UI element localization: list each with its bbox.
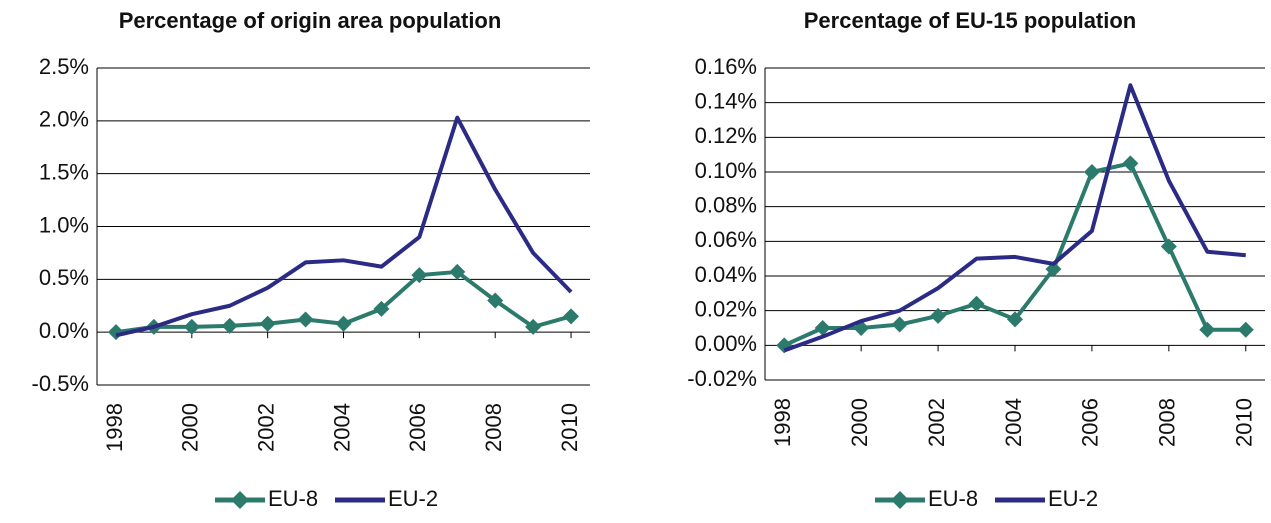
point-marker [525,318,542,335]
point-marker [335,315,352,332]
legend-label: EU-8 [928,486,978,511]
y-tick-label: 0.08% [695,192,757,217]
point-marker [1199,321,1216,338]
legend-item: EU-2 [995,486,1098,511]
legend-label: EU-8 [268,486,318,511]
legend-marker [231,491,249,509]
x-tick-label: 2004 [1001,398,1026,447]
point-marker [1007,311,1023,328]
legend-item: EU-2 [335,486,438,511]
x-tick-label: 2000 [847,398,872,447]
y-tick-label: -0.5% [32,371,89,396]
y-tick-label: 1.0% [39,212,89,237]
y-tick-label: 0.04% [695,262,757,287]
point-marker [1237,321,1254,338]
y-tick-label: 2.0% [39,107,89,132]
point-marker [373,300,390,317]
point-marker [259,315,276,332]
legend-label: EU-2 [1048,486,1098,511]
x-tick-label: 2010 [1232,398,1257,447]
legend-item: EU-8 [875,486,978,511]
chart-title: Percentage of origin area population [119,8,502,33]
legend-item: EU-8 [215,486,318,511]
point-marker [1122,155,1139,172]
point-marker [814,320,831,336]
y-tick-label: 0.5% [39,265,89,290]
point-marker [968,295,985,312]
y-tick-label: 0.16% [695,54,757,79]
point-marker [930,307,947,324]
x-tick-label: 2004 [329,403,354,452]
x-tick-label: 1998 [102,403,127,452]
x-tick-label: 2008 [1155,398,1180,447]
y-tick-label: 0.00% [695,331,757,356]
x-tick-label: 2006 [405,403,430,452]
point-marker [563,308,580,325]
y-tick-label: 0.10% [695,158,757,183]
point-marker [1160,238,1177,255]
x-tick-label: 2000 [178,403,203,452]
x-tick-label: 2002 [253,403,278,452]
y-tick-label: 1.5% [39,159,89,184]
y-tick-label: 2.5% [39,54,89,79]
y-tick-label: 0.06% [695,227,757,252]
legend-marker [891,491,909,509]
point-marker [487,292,504,309]
series-line [783,83,1246,353]
point-marker [449,263,466,280]
point-marker [297,311,314,328]
y-tick-label: -0.02% [687,366,757,391]
x-tick-label: 2006 [1078,398,1103,447]
point-marker [776,337,793,354]
y-tick-label: 0.12% [695,123,757,148]
x-tick-label: 2002 [924,398,949,447]
legend-label: EU-2 [388,486,438,511]
point-marker [411,267,428,284]
y-tick-label: 0.0% [39,318,89,343]
x-tick-label: 2010 [557,403,582,452]
point-marker [891,316,908,333]
y-tick-label: 0.02% [695,296,757,321]
x-tick-label: 1998 [770,398,795,447]
point-marker [221,317,238,334]
x-tick-label: 2008 [481,403,506,452]
y-tick-label: 0.14% [695,88,757,113]
point-marker [1083,164,1100,180]
chart-title: Percentage of EU-15 population [804,8,1137,33]
series-line [115,115,573,338]
point-marker [183,318,200,335]
